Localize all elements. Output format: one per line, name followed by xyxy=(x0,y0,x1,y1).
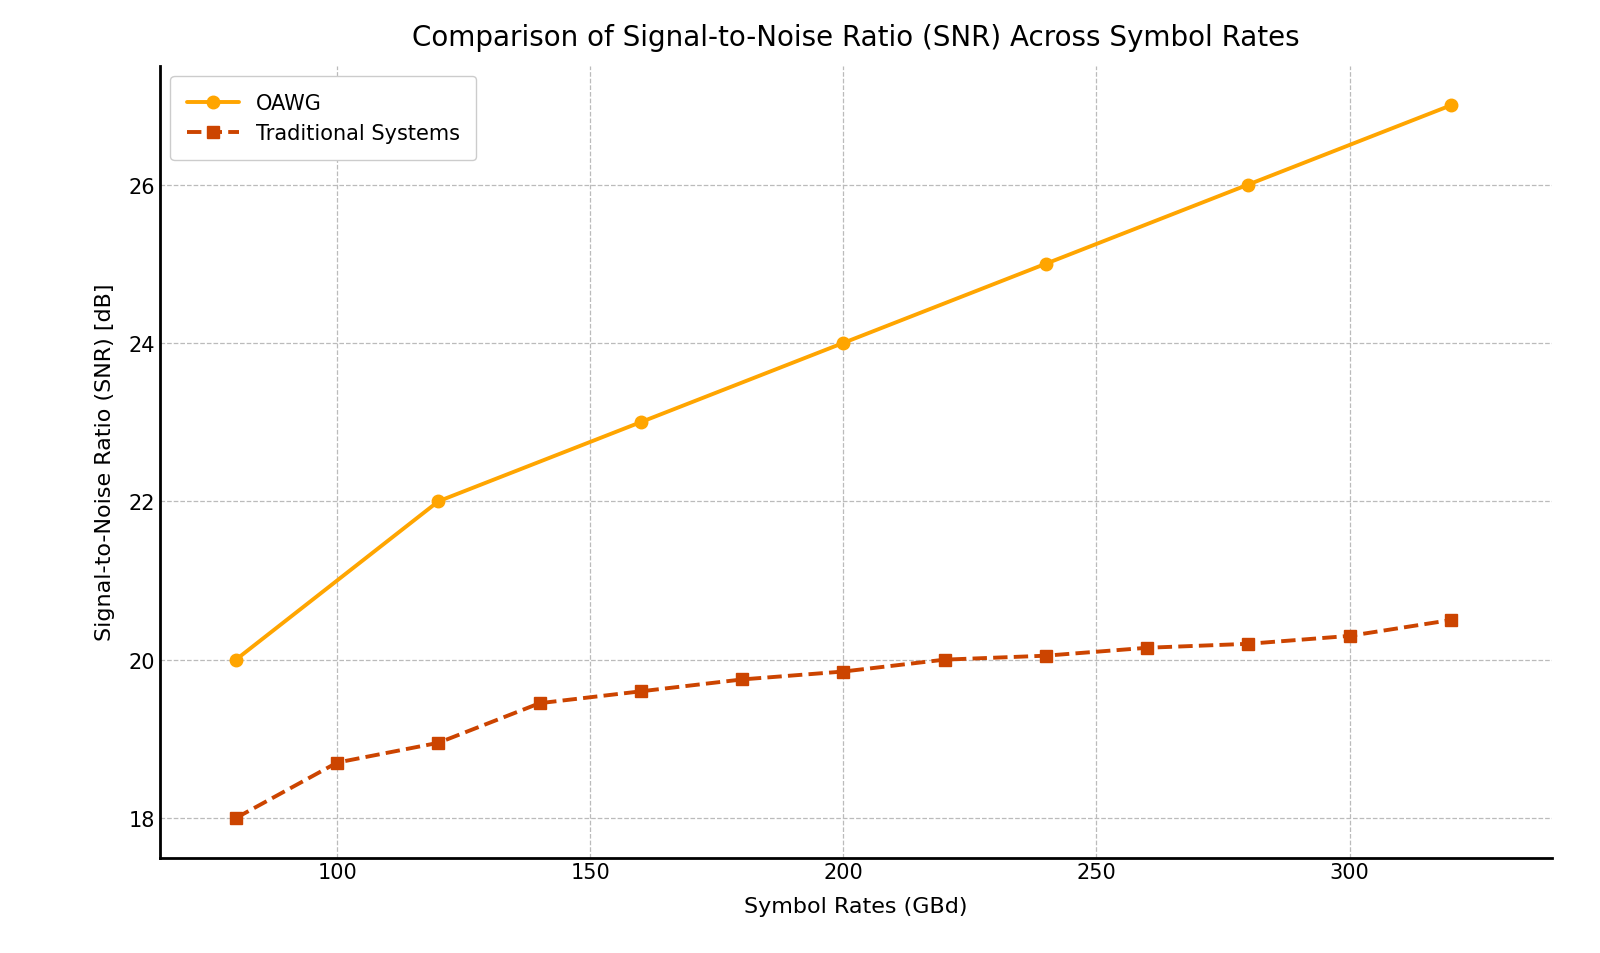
X-axis label: Symbol Rates (GBd): Symbol Rates (GBd) xyxy=(744,897,968,917)
Traditional Systems xyxy=(1037,650,1056,661)
Traditional Systems xyxy=(1442,615,1461,626)
Traditional Systems xyxy=(328,757,347,768)
Line: Traditional Systems: Traditional Systems xyxy=(230,615,1456,823)
Traditional Systems xyxy=(934,654,954,665)
Legend: OAWG, Traditional Systems: OAWG, Traditional Systems xyxy=(171,77,477,161)
OAWG xyxy=(1238,180,1258,192)
Traditional Systems xyxy=(429,738,448,749)
Traditional Systems xyxy=(530,698,549,709)
Traditional Systems xyxy=(834,666,853,678)
OAWG xyxy=(429,496,448,507)
Traditional Systems xyxy=(632,686,651,698)
Traditional Systems xyxy=(1138,642,1157,654)
Traditional Systems xyxy=(226,812,245,823)
Traditional Systems xyxy=(1339,631,1358,642)
Title: Comparison of Signal-to-Noise Ratio (SNR) Across Symbol Rates: Comparison of Signal-to-Noise Ratio (SNR… xyxy=(413,24,1299,51)
Traditional Systems xyxy=(733,674,752,685)
OAWG xyxy=(834,338,853,350)
Traditional Systems xyxy=(1238,639,1258,650)
Y-axis label: Signal-to-Noise Ratio (SNR) [dB]: Signal-to-Noise Ratio (SNR) [dB] xyxy=(94,284,115,640)
OAWG xyxy=(1442,100,1461,112)
OAWG xyxy=(226,654,245,665)
OAWG xyxy=(632,416,651,428)
OAWG xyxy=(1037,259,1056,271)
Line: OAWG: OAWG xyxy=(230,100,1458,666)
